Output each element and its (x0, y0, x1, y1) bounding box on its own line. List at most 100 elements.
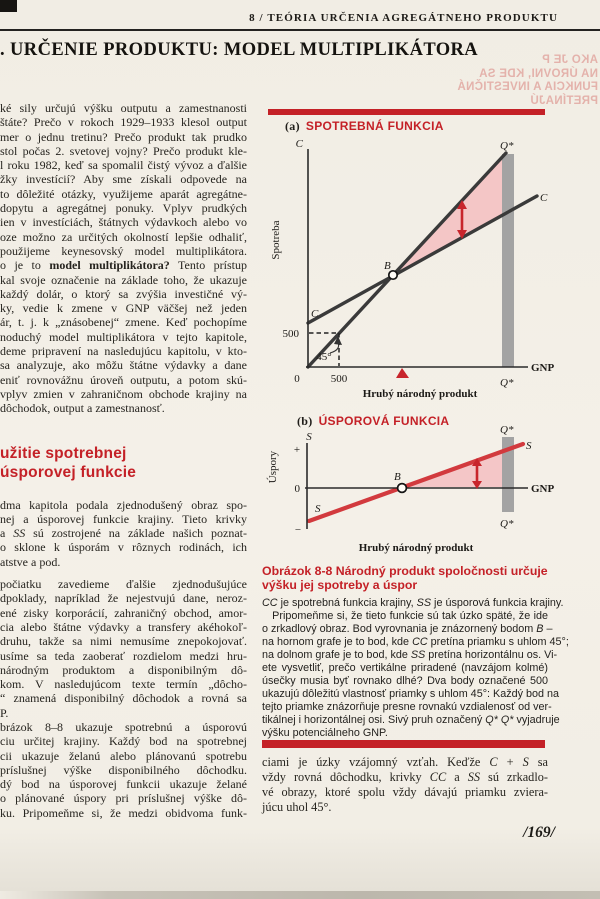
figure-caption-body: CC je spotrebná funkcia krajiny, SS je ú… (262, 597, 569, 740)
text-line: FUNKCIA A INVESTIČNÁ (457, 81, 598, 93)
plus-sign: + (294, 444, 300, 456)
paragraph-assumptions: počiatku zavedieme ďalšie zjednodušujúce… (0, 577, 247, 720)
page-title: . URČENIE PRODUKTU: MODEL MULTIPLIKÁTORA (0, 40, 479, 60)
breakeven-point-a (387, 269, 399, 281)
text-line: o zrkadlový obraz. Bod vyrovnania je zná… (262, 623, 553, 635)
text-line: vplyv zmien v zahraničnom obchode krajin… (0, 386, 247, 401)
panel-b-tag: (b) (297, 414, 313, 428)
text-line: atstve a pod. (0, 554, 61, 569)
text-line: a SS sú zostrojené na základe našich poz… (0, 526, 247, 541)
figure-bottom-rule (262, 740, 545, 748)
breakeven-point-b (396, 482, 408, 494)
saving-function-line (306, 441, 526, 524)
text-line: eniť rovnovážnu úroveň outputu, a potom … (0, 372, 247, 387)
consumption-function-line (306, 194, 539, 325)
text-line: príslušnej výške disponibilného dôchodku… (0, 762, 247, 777)
text-line: stol počas 2. svetovej vojny? Prečo prod… (0, 143, 247, 158)
text-line: ky, vedie k zmene v GNP väčšej než jeden (0, 301, 247, 316)
text-line: žky investícií? Aby sme získali odpovede… (0, 172, 247, 187)
text-line: ukazujú dôležitú vlastnosť priamky s uhl… (262, 688, 560, 700)
scan-corner-mark (0, 0, 17, 12)
text-line: dôchodok, output a zamestnanosť. (0, 401, 165, 416)
panel-a-title: SPOTREBNÁ FUNKCIA (305, 119, 444, 133)
text-line: národným produktom a disponibilným dô- (0, 662, 247, 677)
section-heading-line2: úsporovej funkcie (0, 463, 137, 481)
text-line: vé obrazy, ktoré spolu vždy dávajú priam… (262, 785, 548, 800)
text-line: o sklone k úsporám v rôznych rodinách, i… (0, 540, 247, 555)
text-line: dý bod na úsporovej funkcii ukazuje žela… (0, 777, 247, 792)
text-line: ete vysvetliť, prečo vertikálne priraden… (262, 662, 548, 674)
text-line: NA ÚROVNI, KDE SA (478, 67, 598, 80)
qstar-bottom-label-a: Q* (500, 377, 514, 389)
x-tick-500: 500 (331, 373, 348, 385)
text-line: ené zisky korporácií, zahraničný obchod,… (0, 605, 247, 620)
text-line: o je to model multiplikátora? Tento prís… (0, 258, 247, 273)
text-line: ien v investíciách, štátnych výdavkoch a… (0, 215, 247, 230)
zero-label: 0 (295, 483, 301, 495)
equilibrium-marker-triangle (396, 368, 409, 378)
y-tick-500: 500 (283, 328, 300, 340)
angle-45-label: 45° (316, 351, 331, 363)
angle-arc-arrowhead (334, 336, 342, 345)
cc-left-label: C (311, 308, 319, 320)
arrow-head-down-b (472, 481, 482, 489)
panel-a-tag: (a) (285, 119, 300, 133)
qstar-bottom-label-b: Q* (500, 518, 514, 530)
potential-gnp-bar-a (502, 154, 514, 367)
text-line: výšku potenciálneho GNP. (262, 727, 388, 739)
paragraph-intro: ké sily určujú výšku outputu a zamestnan… (0, 101, 247, 416)
text-line: ciu určitej krajiny. Každý bod na spotre… (0, 734, 247, 749)
section-heading: užitie spotrebnej úsporovej funkcie (0, 444, 247, 482)
minus-sign: − (295, 524, 301, 536)
qstar-top-label-a: Q* (500, 140, 514, 152)
arrow-head-up-b (472, 458, 482, 466)
potential-gnp-bar-b (502, 437, 514, 512)
text-line: druhu, takže sa nimi nemusíme znepokojov… (0, 634, 247, 649)
text-line: použijeme keynesovský model multiplikáto… (0, 243, 247, 258)
text-line: kal svoje označenie na základe toho, že … (0, 272, 247, 287)
text-line: počiatku zavedieme ďalšie zjednodušujúce (0, 577, 247, 592)
text-line: ciami je úzky vzájomný vzťah. Keďže C + … (262, 755, 548, 769)
dashed-500-guides (309, 332, 340, 366)
arrow-head-down-a (457, 230, 467, 239)
point-b-label-b: B (394, 471, 401, 483)
figure-top-rule (268, 109, 545, 115)
panel-a-heading: (a) SPOTREBNÁ FUNKCIA (285, 119, 444, 134)
text-line: brázok 8–8 ukazuje spotrebnú a úsporovú (0, 719, 247, 734)
figure-8-8-charts: C Spotreba Q* C C 500 0 500 45° B GNP Q*… (267, 138, 555, 554)
x-axis-name-a: Hrubý národný produkt (363, 388, 478, 400)
figure-caption-title: Obrázok 8-8 Národný produkt spoločnosti … (262, 564, 548, 592)
bleed-through-text: AKO JE P NA ÚROVNI, KDE SA FUNKCIA A INVES… (393, 54, 598, 108)
panel-b-title: ÚSPOROVÁ FUNKCIA (318, 414, 450, 428)
text-line: každý dolár, o ktorý sa zvýšia investičn… (0, 286, 247, 301)
text-line: nej a úsporovej funkcie krajiny. Tieto k… (0, 511, 247, 526)
text-line: štáte? Prečo v rokoch 1929–1933 klesol o… (0, 115, 247, 130)
y-axis-name-a: Spotreba (270, 220, 282, 259)
y-axis-top-label-a: C (296, 138, 304, 150)
text-line: to dôležité otázky, využijeme aparát agr… (0, 186, 247, 201)
text-line: tejto priamke znázorňuje presne rovnakú … (262, 701, 552, 713)
x-axis-name-b: Hrubý národný produkt (359, 542, 474, 554)
text-line: ku. Pripomeňme si, že medzi obidvoma fun… (0, 805, 247, 820)
text-line: l roku 1982, keď sa spomalil čistý vývoz… (0, 158, 247, 173)
text-line: tikálnej i horizontálnej osi. Sivý pruh … (262, 714, 560, 726)
text-line: cia alebo štátne výdavky a transfery aké… (0, 619, 247, 634)
figure-caption: Obrázok 8-8 Národný produkt spoločnosti … (262, 564, 569, 740)
y-axis-top-label-b: S (306, 431, 312, 443)
gnp-label-a: GNP (531, 362, 555, 374)
left-text-column: ké sily určujú výšku outputu a zamestnan… (0, 101, 247, 820)
ss-left-label: S (315, 503, 321, 515)
text-line: dma kapitola podala zjednodušený obraz s… (0, 497, 247, 512)
text-line: o plánované úspory pri príslušnej výške … (0, 791, 247, 806)
text-line: vždy rovná dôchodku, krivky CC a SS sú z… (262, 770, 548, 785)
page-number: /169/ (523, 824, 555, 841)
text-line: ár, t. j. k „znásobenej“ zmene. Keď poch… (0, 315, 247, 330)
panel-b-heading: (b) ÚSPOROVÁ FUNKCIA (297, 414, 449, 429)
text-line: mer o jednu tretinu? Prečo produkt tak p… (0, 129, 247, 144)
page-bottom-edge (0, 891, 600, 899)
qstar-top-label-b: Q* (500, 424, 514, 436)
text-line: dopytu a agregátnej ponuky. Vplyv prudký… (0, 201, 247, 216)
arrow-head-up-a (457, 200, 467, 209)
text-line: Obrázok 8-8 Národný produkt spoločnosti … (262, 564, 548, 578)
text-line: cii ukazuje želanú alebo plánovanú spotr… (0, 748, 247, 763)
